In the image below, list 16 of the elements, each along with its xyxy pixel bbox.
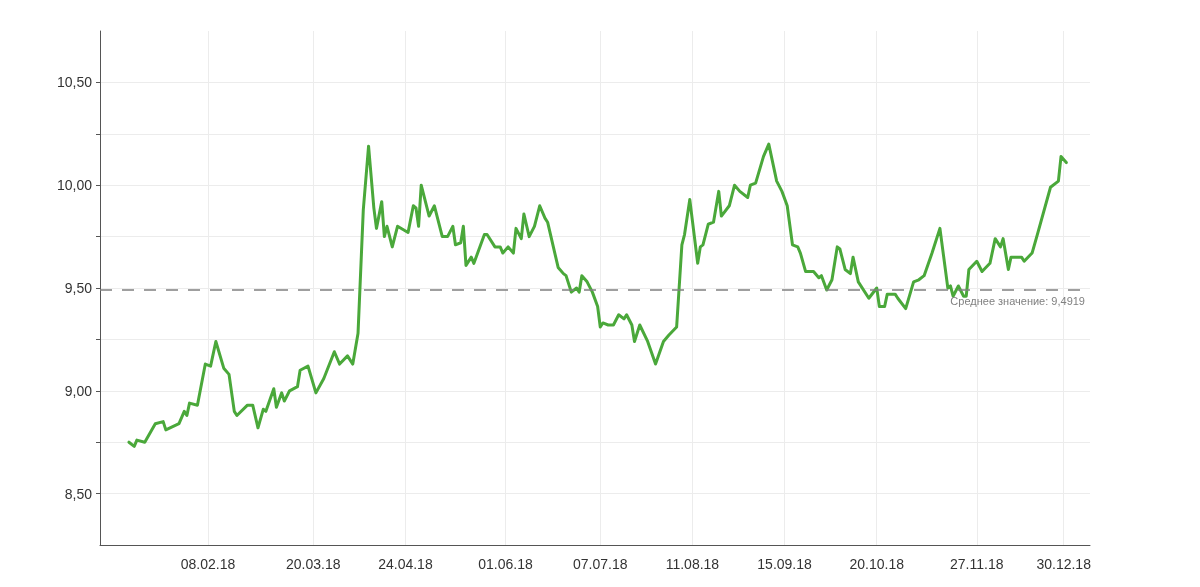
x-tick-label: 08.02.18 xyxy=(180,556,236,572)
ref-line-label: Среднее значение: 9,4919 xyxy=(950,294,1085,307)
x-tick-label: 20.10.18 xyxy=(849,556,905,572)
y-tick-label: 10,50 xyxy=(56,74,93,91)
x-tick-label: 07.07.18 xyxy=(573,556,628,572)
x-tick-label: 27.11.18 xyxy=(950,556,1004,572)
x-tick-label: 01.06.18 xyxy=(478,556,533,572)
y-tick-label: 10,00 xyxy=(56,177,93,194)
y-tick-label: 9,50 xyxy=(64,280,93,296)
x-tick-label: 15.09.18 xyxy=(757,556,813,572)
x-tick-label: 30.12.18 xyxy=(1036,556,1092,572)
x-tick-label: 20.03.18 xyxy=(286,556,341,572)
x-tick-label: 24.04.18 xyxy=(378,556,433,572)
y-tick-label: 8,50 xyxy=(64,485,93,502)
y-tick-label: 9,00 xyxy=(64,382,93,399)
x-tick-label: 11.08.18 xyxy=(665,556,720,572)
